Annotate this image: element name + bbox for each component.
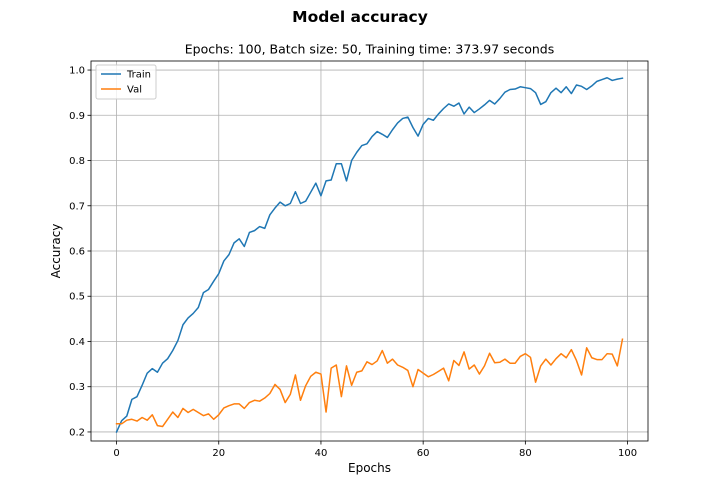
y-tick-label: 0.5 bbox=[69, 292, 85, 303]
x-tick-label: 0 bbox=[113, 448, 119, 459]
legend-train-label: Train bbox=[126, 70, 151, 81]
x-tick-label: 60 bbox=[417, 448, 430, 459]
y-tick-label: 0.4 bbox=[69, 337, 85, 348]
chart-title: Epochs: 100, Batch size: 50, Training ti… bbox=[185, 42, 554, 57]
x-axis-label: Epochs bbox=[348, 461, 391, 475]
y-axis-label: Accuracy bbox=[49, 224, 63, 279]
y-axis-ticks: 0.2 0.3 0.4 0.5 0.6 0.7 0.8 0.9 1.0 bbox=[69, 66, 91, 438]
x-axis-ticks: 0 20 40 60 80 100 bbox=[113, 441, 637, 459]
x-tick-label: 80 bbox=[519, 448, 532, 459]
y-tick-label: 0.6 bbox=[69, 247, 85, 258]
series-layer bbox=[115, 76, 624, 433]
y-tick-label: 0.3 bbox=[69, 382, 85, 393]
y-tick-label: 0.8 bbox=[69, 156, 85, 167]
y-tick-label: 1.0 bbox=[69, 66, 85, 77]
y-tick-label: 0.7 bbox=[69, 201, 85, 212]
series-line-val bbox=[115, 338, 624, 428]
gridlines bbox=[91, 61, 648, 441]
figure-suptitle: Model accuracy bbox=[292, 8, 428, 26]
x-tick-label: 40 bbox=[315, 448, 328, 459]
legend-val-label: Val bbox=[127, 85, 142, 96]
y-tick-label: 0.9 bbox=[69, 111, 85, 122]
x-tick-label: 20 bbox=[212, 448, 225, 459]
y-tick-label: 0.2 bbox=[69, 427, 85, 438]
x-tick-label: 100 bbox=[618, 448, 637, 459]
series-line-train bbox=[115, 76, 624, 433]
legend: Train Val bbox=[95, 64, 157, 100]
